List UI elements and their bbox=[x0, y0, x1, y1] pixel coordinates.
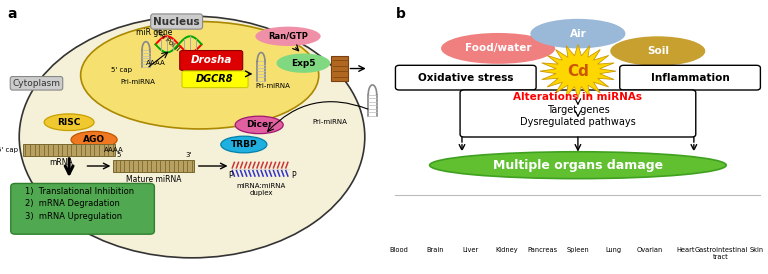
Text: Dicer: Dicer bbox=[246, 120, 273, 129]
Text: Dysregulated pathways: Dysregulated pathways bbox=[520, 117, 636, 127]
Text: AGO: AGO bbox=[83, 135, 105, 144]
Ellipse shape bbox=[256, 27, 321, 46]
Text: Air: Air bbox=[570, 28, 586, 39]
Text: Multiple organs damage: Multiple organs damage bbox=[493, 159, 663, 172]
Text: a: a bbox=[8, 7, 17, 21]
Text: AAAA: AAAA bbox=[146, 60, 165, 66]
Text: miRNA:miRNA
duplex: miRNA:miRNA duplex bbox=[237, 183, 286, 196]
Text: Oxidative stress: Oxidative stress bbox=[418, 73, 514, 83]
FancyBboxPatch shape bbox=[11, 184, 154, 234]
Text: Spleen: Spleen bbox=[567, 247, 589, 253]
Text: Pri-miRNA: Pri-miRNA bbox=[313, 119, 348, 125]
Text: Cytoplasm: Cytoplasm bbox=[12, 79, 61, 88]
Text: Target genes: Target genes bbox=[547, 105, 609, 115]
FancyBboxPatch shape bbox=[180, 50, 243, 70]
Text: 3)  mRNA Upregulation: 3) mRNA Upregulation bbox=[25, 212, 122, 221]
Text: Liver: Liver bbox=[462, 247, 478, 253]
Text: Food/water: Food/water bbox=[465, 43, 531, 53]
Text: Alterations in miRNAs: Alterations in miRNAs bbox=[514, 92, 642, 102]
FancyBboxPatch shape bbox=[460, 90, 696, 137]
Text: AAAA: AAAA bbox=[104, 147, 124, 153]
Text: Heart: Heart bbox=[676, 247, 694, 253]
Text: 2)  mRNA Degradation: 2) mRNA Degradation bbox=[25, 199, 120, 208]
Ellipse shape bbox=[611, 36, 705, 66]
FancyBboxPatch shape bbox=[182, 71, 248, 88]
Ellipse shape bbox=[235, 116, 283, 134]
FancyBboxPatch shape bbox=[620, 65, 760, 90]
Text: Pri-miRNA: Pri-miRNA bbox=[121, 79, 156, 85]
Text: b: b bbox=[396, 7, 406, 21]
Text: Kidney: Kidney bbox=[495, 247, 518, 253]
Text: Inflammation: Inflammation bbox=[650, 73, 730, 83]
Ellipse shape bbox=[276, 53, 330, 73]
Text: Brain: Brain bbox=[426, 247, 444, 253]
Text: Drosha: Drosha bbox=[190, 55, 232, 65]
Text: Lung: Lung bbox=[606, 247, 622, 253]
Text: Mature miRNA: Mature miRNA bbox=[126, 175, 181, 184]
Text: P: P bbox=[291, 171, 296, 180]
Text: Ovarian: Ovarian bbox=[636, 247, 663, 253]
Ellipse shape bbox=[441, 33, 555, 64]
Ellipse shape bbox=[429, 152, 727, 179]
Ellipse shape bbox=[71, 131, 118, 148]
Text: 5: 5 bbox=[117, 152, 121, 158]
Text: 5' cap: 5' cap bbox=[111, 67, 133, 73]
Circle shape bbox=[19, 16, 365, 258]
Text: Ran/GTP: Ran/GTP bbox=[268, 32, 308, 41]
Text: Soil: Soil bbox=[647, 46, 669, 56]
Text: P: P bbox=[228, 171, 233, 180]
Ellipse shape bbox=[44, 114, 94, 130]
Polygon shape bbox=[540, 44, 616, 98]
Ellipse shape bbox=[221, 136, 267, 153]
Text: RNA Pol II: RNA Pol II bbox=[151, 25, 180, 52]
FancyBboxPatch shape bbox=[23, 144, 115, 156]
Ellipse shape bbox=[81, 22, 319, 129]
Text: Pri-miRNA: Pri-miRNA bbox=[255, 83, 290, 89]
Text: Blood: Blood bbox=[390, 247, 409, 253]
Text: TRBP: TRBP bbox=[230, 140, 257, 149]
Text: Cd: Cd bbox=[567, 64, 589, 79]
FancyBboxPatch shape bbox=[332, 56, 349, 81]
Text: Pancreas: Pancreas bbox=[527, 247, 558, 253]
Text: Gastrointestinal
tract: Gastrointestinal tract bbox=[694, 247, 747, 260]
Text: mRNA: mRNA bbox=[50, 158, 73, 167]
Text: Exp5: Exp5 bbox=[291, 59, 316, 68]
Text: RISC: RISC bbox=[58, 118, 81, 127]
Text: 5' cap: 5' cap bbox=[0, 147, 18, 153]
Ellipse shape bbox=[531, 19, 625, 48]
FancyBboxPatch shape bbox=[396, 65, 536, 90]
Text: 3': 3' bbox=[185, 152, 191, 158]
Text: Skin: Skin bbox=[750, 247, 763, 253]
Text: miR gene: miR gene bbox=[137, 28, 173, 37]
Text: DGCR8: DGCR8 bbox=[197, 74, 233, 84]
FancyBboxPatch shape bbox=[114, 159, 194, 172]
Text: 1)  Translational Inhibition: 1) Translational Inhibition bbox=[25, 187, 134, 196]
Text: Nucleus: Nucleus bbox=[154, 16, 200, 27]
